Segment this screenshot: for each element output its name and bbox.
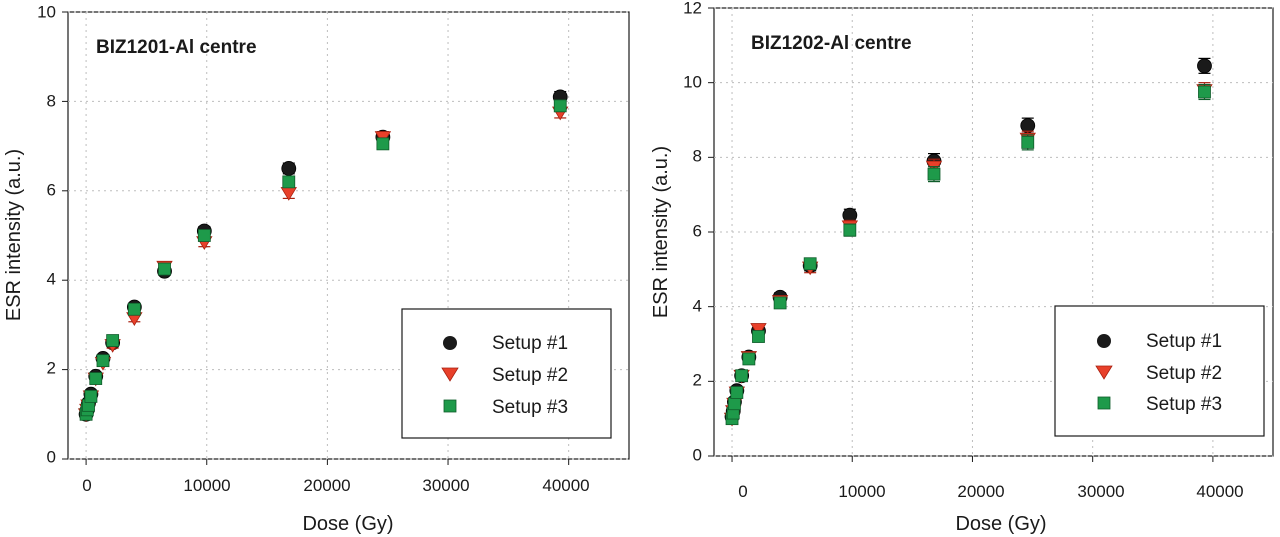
data-point-circle [281, 161, 297, 176]
axis-ticks-1 [62, 11, 570, 465]
data-marks-2 [723, 57, 1213, 427]
x-tick-label: 30000 [1077, 482, 1124, 501]
data-point-square [843, 223, 857, 237]
data-point-square [282, 175, 296, 189]
x-axis-title: Dose (Gy) [302, 513, 393, 535]
y-tick-label: 12 [683, 0, 702, 17]
x-tick-label: 30000 [422, 476, 469, 495]
legend-label: Setup #2 [1146, 363, 1222, 384]
data-point-square [158, 262, 171, 276]
x-tick-label: 20000 [303, 476, 350, 495]
y-tick-label: 2 [47, 358, 56, 377]
legend-label: Setup #2 [492, 365, 568, 386]
data-point-circle [1197, 58, 1212, 74]
data-point-square [742, 352, 756, 366]
data-point-square [803, 257, 817, 271]
legend-label: Setup #1 [492, 333, 568, 354]
data-point-circle [1020, 118, 1036, 133]
data-point-square [735, 369, 749, 383]
legend-marker-square [1097, 396, 1111, 410]
x-tick-label: 0 [738, 482, 747, 501]
data-marks-1 [77, 89, 569, 423]
legend: Setup #1 Setup #2 Setup #3 [401, 308, 612, 439]
data-point-square [752, 330, 765, 343]
x-tick-label: 10000 [838, 482, 885, 501]
data-point-square [773, 296, 787, 310]
data-point-square [1198, 85, 1211, 99]
x-tick-label: 20000 [957, 482, 1004, 501]
y-tick-label: 6 [47, 180, 56, 199]
y-tick-label: 8 [693, 146, 702, 165]
data-point-square [96, 354, 110, 368]
y-tick-label: 0 [47, 447, 56, 466]
data-point-square [553, 99, 567, 113]
data-point-square [106, 334, 120, 347]
data-point-square [1021, 135, 1035, 149]
y-tick-label: 8 [47, 91, 56, 110]
y-tick-label: 0 [693, 445, 702, 464]
legend-box [401, 308, 612, 439]
legend-label: Setup #1 [1146, 331, 1222, 352]
y-axis-title: ESR intensity (a.u.) [650, 146, 672, 318]
y-tick-label: 6 [693, 221, 702, 240]
y-tick-label: 10 [37, 2, 56, 21]
legend-marker-circle [443, 336, 457, 350]
chart-title: BIZ1201-Al centre [96, 37, 257, 58]
data-point-square [197, 229, 211, 242]
legend: Setup #1 Setup #2 Setup #3 [1054, 305, 1265, 437]
x-tick-label: 40000 [1196, 482, 1243, 501]
data-point-square [376, 137, 390, 151]
data-point-square [730, 386, 744, 399]
x-tick-label: 0 [82, 476, 91, 495]
data-point-triangle [750, 323, 767, 337]
legend-marker-square [443, 399, 457, 413]
data-point-square [927, 167, 941, 181]
axis-ticks-2 [708, 7, 1214, 462]
legend-label: Setup #3 [492, 397, 568, 418]
legend-label: Setup #3 [1146, 394, 1222, 415]
x-axis-title: Dose (Gy) [955, 513, 1046, 535]
legend-marker-circle [1097, 334, 1111, 348]
data-point-square [728, 397, 741, 411]
y-tick-label: 4 [693, 296, 702, 315]
legend-marker-triangle [1095, 365, 1113, 380]
y-tick-label: 2 [693, 370, 702, 389]
chart-panel-1: 0 2 4 6 8 10 0 10000 20000 30000 40000 D… [3, 2, 630, 535]
y-axis-title: ESR intensity (a.u.) [3, 149, 25, 321]
x-tick-label: 40000 [542, 476, 589, 495]
legend-marker-triangle [441, 367, 459, 382]
y-tick-label: 4 [47, 269, 56, 288]
chart-panel-2: 0 2 4 6 8 10 12 0 10000 20000 30000 4000… [650, 0, 1274, 535]
chart-title: BIZ1202-Al centre [751, 33, 912, 54]
y-tick-label: 10 [683, 72, 702, 91]
data-point-square [127, 302, 141, 316]
data-point-square [89, 372, 103, 385]
legend-box [1054, 305, 1265, 437]
data-point-square [84, 390, 98, 403]
x-tick-label: 10000 [183, 476, 230, 495]
